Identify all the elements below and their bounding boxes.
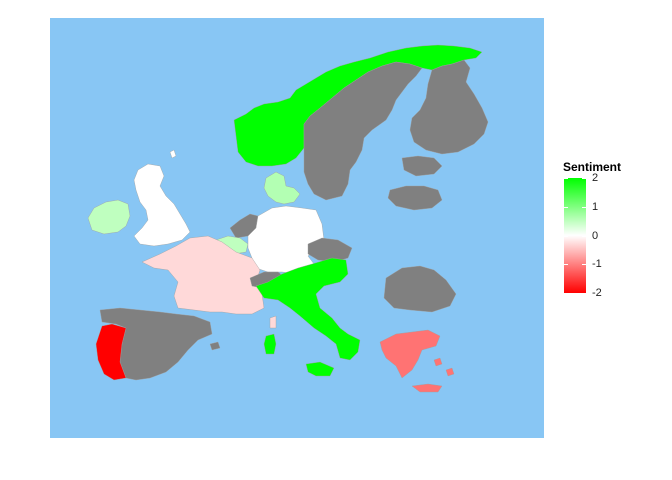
legend-tick-label: 1 [592,200,599,213]
europe-map [87,44,489,393]
legend-gradient [564,178,586,293]
country-italy-sicily[interactable] [305,361,335,377]
legend-tick-mark [564,264,568,266]
country-estonia[interactable] [401,155,443,177]
map-panel [50,18,544,438]
legend-title: Sentiment [563,160,622,174]
legend-tick-mark [582,293,586,294]
legend-tick-mark [582,264,586,266]
country-latvia[interactable] [387,185,443,211]
legend-tick-label: 2 [592,172,599,184]
legend-tick-mark [564,178,568,179]
country-sweden[interactable] [303,61,423,201]
legend-tick-mark [582,178,586,179]
legend-tick-mark [582,235,586,237]
legend-tick-mark [564,293,568,294]
legend-tick-mark [564,235,568,237]
country-portugal[interactable] [95,323,127,381]
country-france[interactable] [141,235,265,315]
legend-tick-mark [564,206,568,208]
country-greece-crete[interactable] [411,383,443,393]
country-france-corsica[interactable] [269,315,277,329]
country-denmark[interactable] [263,171,301,205]
country-italy[interactable] [255,257,361,361]
legend: Sentiment 2 1 0 -1 -2 [563,160,663,300]
country-czech-republic[interactable] [307,237,353,263]
country-romania[interactable] [383,265,457,313]
legend-tick-mark [582,206,586,208]
legend-tick-label: -1 [592,258,602,271]
legend-tick-label: -2 [592,287,602,299]
country-italy-sardinia[interactable] [263,333,277,355]
country-greece[interactable] [379,329,441,379]
country-united-kingdom[interactable] [133,163,191,247]
legend-tick-label: 0 [592,229,599,242]
country-finland[interactable] [409,59,489,155]
country-uk-shetland[interactable] [169,149,177,159]
country-spain-balearics[interactable] [209,341,221,351]
country-greece-islands[interactable] [433,357,455,377]
legend-colorbar [564,178,586,293]
country-ireland[interactable] [87,199,131,235]
